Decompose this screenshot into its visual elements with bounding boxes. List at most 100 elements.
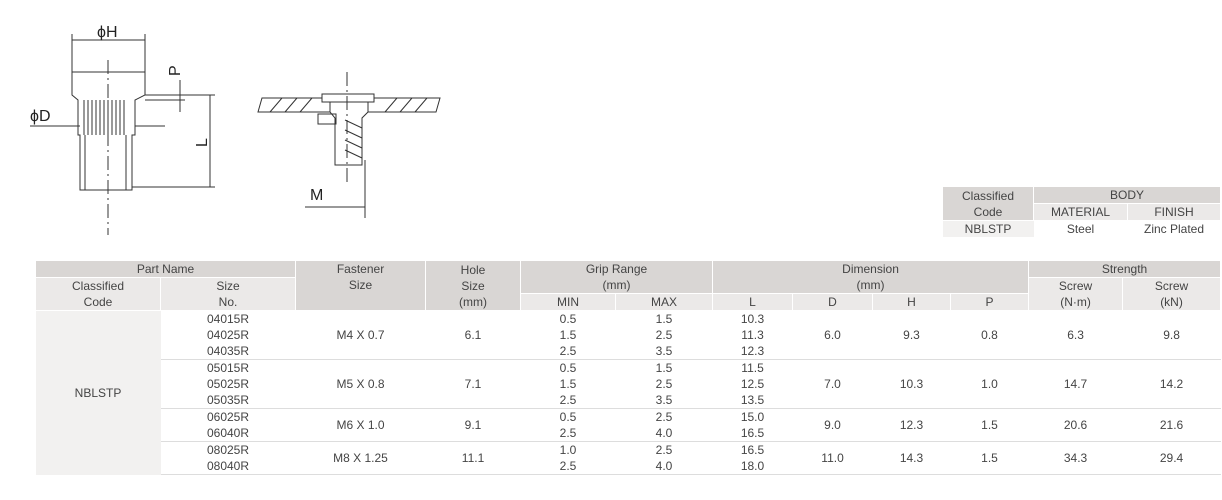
cell: 34.3 (1028, 441, 1123, 475)
cell: 1.0 (950, 359, 1029, 409)
cell: Zinc Plated (1143, 222, 1205, 236)
header: Dimension (mm) (712, 260, 1030, 294)
header: FINISH (1126, 203, 1222, 221)
text: Grip Range (585, 262, 648, 276)
cell: 4.0 (615, 458, 713, 475)
text: Screw (1154, 279, 1189, 293)
cell: 10.3 (872, 359, 951, 409)
cell: 1.5 (950, 408, 1029, 442)
cell: 05025R (206, 377, 250, 391)
header: P (950, 293, 1030, 311)
cell: M6 X 1.0 (295, 408, 426, 442)
header: Screw (kN) (1122, 277, 1222, 311)
cell: 05015R (206, 361, 250, 375)
cell: 16.5 (712, 425, 793, 442)
text: (mm) (856, 278, 885, 292)
cell: 6.3 (1028, 310, 1123, 360)
text: Size (348, 278, 373, 292)
row: 06025R M6 X 1.0 9.1 0.5 2.5 15.0 9.0 12.3 1.5 20.… (36, 408, 1221, 442)
label-l: L (194, 138, 211, 147)
text: Classified (961, 188, 1015, 203)
cell: 20.6 (1028, 408, 1123, 442)
label-p: P (167, 65, 184, 76)
cell: 1.5 (655, 361, 673, 375)
text: (mm) (602, 278, 631, 292)
header: Grip Range (mm) (520, 260, 714, 294)
cell: 16.5 (740, 443, 765, 457)
drawing: ϕH P ϕD L M (30, 24, 441, 235)
label-m: M (310, 187, 323, 204)
cell: 9.8 (1122, 310, 1221, 360)
cell: 06040R (160, 425, 296, 442)
header: Size No. (159, 277, 297, 311)
row: NBLSTP 04015R M4 X 0.7 6.1 0.5 1.5 10.3 6.0 9.3 0… (35, 310, 1221, 475)
row: 04035R 2.5 3.5 12.3 (36, 343, 1221, 360)
header: H (872, 293, 952, 311)
cell: 6.0 (792, 310, 873, 360)
text: (N·m) (1060, 295, 1091, 309)
cell: NBLSTP (35, 310, 161, 475)
cell: NBLSTP (942, 220, 1034, 237)
spec-table: Part Name Fastener Size Hole Size (mm) Grip… (34, 260, 1222, 475)
cell: 4.0 (615, 425, 713, 442)
cell: 7.1 (425, 359, 521, 409)
header: Part Name (34, 260, 297, 278)
header: MIN (520, 293, 617, 311)
row: 08025R M8 X 1.25 11.1 1.0 2.5 16.5 11.0 14.3 1.5… (36, 441, 1221, 475)
cell: 0.5 (559, 312, 577, 326)
row: 04025R 1.5 2.5 11.3 (36, 327, 1221, 343)
text: Fastener (336, 262, 385, 276)
cell: M4 X 0.7 (295, 310, 426, 360)
cell: 6.1 (425, 310, 521, 360)
text: Size (461, 278, 485, 293)
cell: 08025R (206, 443, 250, 457)
header: L (712, 293, 794, 311)
text: Hole (460, 262, 486, 277)
cell: 04035R (160, 343, 296, 360)
text: Code (83, 295, 113, 309)
header: Hole Size (mm) (425, 260, 522, 311)
cell: 11.3 (741, 328, 764, 342)
header: MATERIAL (1033, 203, 1128, 221)
cell: 04015R (206, 312, 250, 326)
cell: 11.5 (741, 361, 764, 375)
label-h: ϕH (97, 24, 118, 41)
cell: 29.4 (1122, 441, 1221, 475)
cell: 1.5 (559, 328, 577, 342)
cell: 2.5 (655, 377, 673, 391)
cell: M8 X 1.25 (295, 441, 426, 475)
cell: 2.5 (655, 443, 673, 457)
text: Size (216, 279, 240, 293)
text: (mm) (459, 294, 487, 309)
nut-installed-view (257, 72, 441, 218)
cell: 7.0 (792, 359, 873, 409)
text: Classified (71, 279, 125, 293)
row: 05015R M5 X 0.8 7.1 0.5 1.5 11.5 7.0 10.3 1.0 14.… (36, 359, 1221, 409)
cell: 11.0 (792, 441, 873, 475)
cell: 04025R (206, 328, 250, 342)
header: Classified Code (942, 186, 1034, 221)
cell: 2.5 (655, 328, 673, 342)
label-d: ϕD (30, 108, 51, 125)
cell: 15.0 (740, 410, 765, 424)
cell: 11.1 (425, 441, 521, 475)
row: 05035R 2.5 3.5 13.5 (36, 392, 1221, 409)
cell: 1.0 (559, 443, 577, 457)
cell: 14.7 (1028, 359, 1123, 409)
cell: 08040R (160, 458, 296, 475)
cell: 0.8 (950, 310, 1029, 360)
cell: Steel (1066, 222, 1095, 236)
header: BODY (1032, 186, 1222, 204)
cell: 3.5 (615, 392, 713, 409)
cell: 18.0 (712, 458, 793, 475)
cell: 9.3 (872, 310, 951, 360)
header: Screw (N·m) (1028, 277, 1124, 311)
cell: 0.5 (559, 361, 577, 375)
cell: 2.5 (520, 343, 616, 360)
text: No. (218, 295, 238, 309)
cell: 14.2 (1122, 359, 1221, 409)
body-table: Classified Code BODY MATERIAL FINISH NBLST… (942, 186, 1222, 237)
cell: M5 X 0.8 (295, 359, 426, 409)
cell: 0.5 (559, 410, 577, 424)
